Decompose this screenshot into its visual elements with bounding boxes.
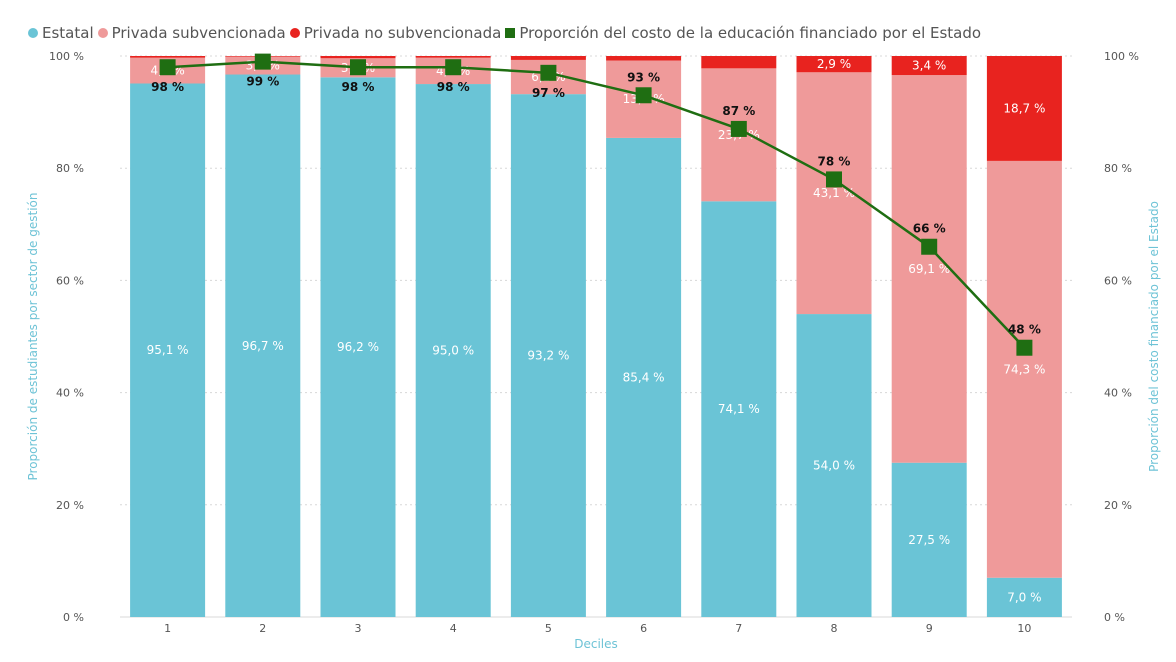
line-data-label: 93 %	[627, 70, 660, 84]
bar-segment-0	[510, 94, 586, 617]
bar-segment-1	[891, 75, 967, 463]
bar-segment-2	[701, 56, 777, 69]
line-data-label: 98 %	[437, 80, 470, 94]
legend-item: Proporción del costo de la educación fin…	[505, 24, 981, 42]
bar-data-label: 95,0 %	[432, 344, 474, 358]
bar-segment-0	[130, 83, 206, 617]
bar-data-label: 85,4 %	[623, 370, 665, 384]
bar-data-label: 7,0 %	[1007, 590, 1041, 604]
y2-tick-label: 0 %	[1104, 611, 1125, 624]
bar-data-label: 74,1 %	[718, 402, 760, 416]
bar-segment-2	[320, 56, 396, 59]
line-point	[826, 171, 842, 188]
line-data-label: 48 %	[1008, 323, 1041, 337]
y2-axis-title: Proporción del costo financiado por el E…	[1147, 201, 1161, 472]
bar-segment-2	[510, 56, 586, 60]
legend-marker	[28, 28, 38, 38]
y-tick-label: 40 %	[56, 387, 84, 400]
y-tick-label: 20 %	[56, 499, 84, 512]
line-point	[540, 64, 557, 81]
bar-segment-0	[606, 137, 682, 617]
legend-item: Privada no subvencionada	[289, 24, 502, 42]
bar-data-label: 69,1 %	[908, 262, 950, 276]
legend-label: Proporción del costo de la educación fin…	[519, 24, 982, 42]
line-point	[254, 53, 271, 70]
line-data-label: 98 %	[151, 80, 184, 94]
x-tick-label: 7	[735, 622, 742, 635]
x-tick-label: 8	[831, 622, 838, 635]
y2-tick-label: 60 %	[1104, 274, 1132, 287]
legend-label: Privada subvencionada	[111, 24, 286, 42]
y2-tick-label: 20 %	[1104, 499, 1132, 512]
legend-marker	[97, 28, 108, 38]
bar-data-label: 3,4 %	[912, 59, 946, 73]
line-data-label: 99 %	[246, 75, 279, 89]
x-tick-label: 6	[640, 622, 647, 635]
bar-data-label: 43,1 %	[813, 186, 855, 200]
bar-data-label: 2,9 %	[817, 57, 851, 71]
line-data-label: 66 %	[913, 222, 946, 236]
bar-data-label: 18,7 %	[1003, 101, 1045, 115]
y-tick-label: 60 %	[56, 274, 84, 287]
legend-item: Estatal	[28, 24, 94, 42]
bar-segment-2	[796, 56, 872, 73]
bar-segment-0	[986, 577, 1062, 617]
bar-data-label: 27,5 %	[908, 533, 950, 547]
legend-marker	[505, 28, 516, 38]
y-tick-label: 100 %	[49, 50, 84, 63]
line-point	[730, 120, 747, 137]
bar-segment-2	[130, 56, 206, 58]
y2-tick-label: 40 %	[1104, 387, 1132, 400]
bar-segment-2	[606, 56, 682, 61]
x-tick-label: 3	[355, 622, 362, 635]
line-point	[921, 238, 938, 255]
x-tick-label: 5	[545, 622, 552, 635]
x-tick-label: 2	[259, 622, 266, 635]
line-point	[635, 87, 652, 104]
bar-data-label: 95,1 %	[147, 343, 189, 357]
bar-segment-0	[320, 77, 396, 618]
bar-segment-2	[415, 56, 491, 58]
x-tick-label: 1	[164, 622, 171, 635]
bar-segment-0	[415, 84, 491, 618]
line-data-label: 78 %	[818, 154, 851, 168]
x-tick-label: 10	[1017, 622, 1031, 635]
legend-item: Privada subvencionada	[97, 24, 286, 42]
x-axis-title: Deciles	[574, 637, 618, 651]
legend: Estatal Privada subvencionada Privada no s…	[28, 22, 985, 44]
y-tick-label: 0 %	[63, 611, 84, 624]
bar-segment-0	[796, 314, 872, 617]
bar-segment-2	[986, 56, 1062, 161]
bar-segment-1	[796, 72, 872, 315]
bar-data-label: 93,2 %	[527, 349, 569, 363]
y2-tick-label: 80 %	[1104, 162, 1132, 175]
line-point	[445, 59, 462, 76]
x-tick-label: 4	[450, 622, 457, 635]
bar-segment-0	[891, 462, 967, 617]
y-axis-title: Proporción de estudiantes por sector de …	[26, 193, 40, 481]
line-data-label: 87 %	[722, 104, 755, 118]
legend-marker	[289, 28, 300, 38]
line-data-label: 97 %	[532, 86, 565, 100]
y2-tick-label: 100 %	[1104, 50, 1139, 63]
y-tick-label: 80 %	[56, 162, 84, 175]
legend-label: Estatal	[42, 24, 94, 42]
legend-label: Privada no subvencionada	[303, 24, 502, 42]
x-tick-label: 9	[926, 622, 933, 635]
bar-data-label: 54,0 %	[813, 459, 855, 473]
bar-segment-1	[986, 160, 1062, 578]
line-point	[1016, 339, 1033, 356]
bar-data-label: 96,2 %	[337, 340, 379, 354]
line-data-label: 98 %	[342, 80, 375, 94]
bar-data-label: 74,3 %	[1003, 362, 1045, 376]
bar-segment-0	[225, 74, 301, 617]
bar-segment-2	[891, 56, 967, 76]
line-point	[159, 59, 176, 76]
bar-segment-0	[701, 201, 777, 617]
line-point	[350, 59, 366, 76]
bar-data-label: 96,7 %	[242, 339, 284, 353]
line-series	[167, 60, 1026, 349]
